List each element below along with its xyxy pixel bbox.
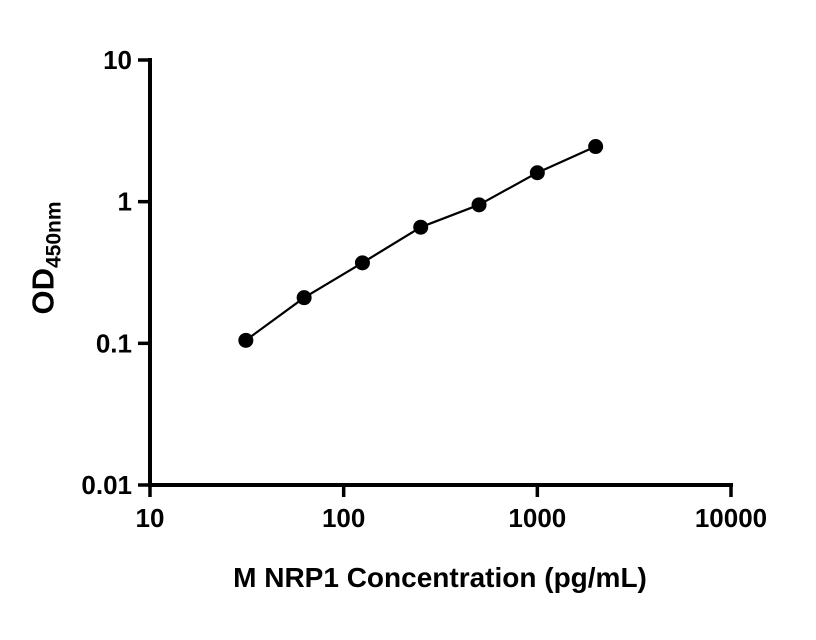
data-point-marker: [529, 165, 545, 181]
data-point-marker: [471, 197, 487, 213]
data-point-marker: [296, 290, 312, 306]
data-point-marker: [238, 332, 254, 348]
x-tick-label: 100: [322, 503, 365, 533]
y-axis-label-main: OD: [25, 268, 61, 315]
data-point-marker: [354, 255, 370, 271]
y-tick-label: 0.01: [81, 470, 132, 500]
y-axis-label: OD450nm: [25, 201, 66, 314]
data-point-marker: [413, 219, 429, 235]
y-tick-label: 10: [103, 45, 132, 75]
x-tick-label: 10: [136, 503, 165, 533]
x-tick-label: 10000: [695, 503, 767, 533]
data-point-marker: [588, 139, 604, 155]
x-tick-label: 1000: [508, 503, 566, 533]
y-tick-label: 1: [118, 187, 132, 217]
y-tick-label: 0.1: [96, 328, 132, 358]
x-axis-label: M NRP1 Concentration (pg/mL): [233, 562, 647, 593]
y-axis-label-subscript: 450nm: [42, 201, 66, 269]
